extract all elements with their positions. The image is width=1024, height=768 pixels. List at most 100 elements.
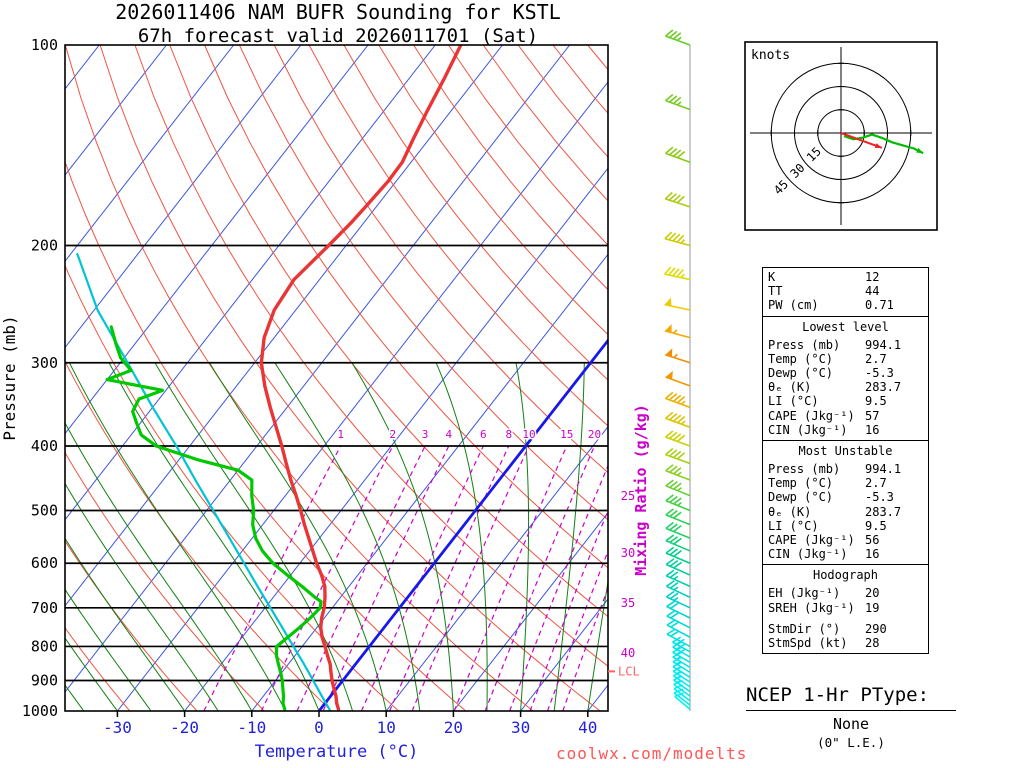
temperature-tick-label: 0 — [314, 718, 324, 737]
mixing-ratio-label: 30 — [621, 546, 635, 560]
stat-value: -5.3 — [865, 490, 894, 505]
parcel-trace-line — [76, 252, 332, 711]
mixing-ratio-label: 10 — [522, 428, 535, 441]
wind-barb — [666, 600, 691, 619]
lcl-label: LCL — [618, 664, 640, 678]
chart-title-line2: 67h forecast valid 2026011701 (Sat) — [137, 25, 539, 47]
stat-value: 2.7 — [865, 476, 887, 491]
stat-label: Dewp (°C) — [768, 366, 834, 381]
temperature-axis-label: Temperature (°C) — [254, 742, 419, 762]
stat-label: StmDir (°) — [768, 621, 841, 636]
stat-value: 57 — [865, 408, 880, 423]
temperature-tick-label: 10 — [377, 718, 396, 737]
stats-row: θₑ (K) 283.7 — [768, 380, 923, 394]
stat-label: StmSpd (kt) — [768, 636, 848, 651]
wind-barb — [666, 628, 691, 648]
mixing-ratio-label: 20 — [588, 428, 601, 441]
mixing-ratio-label: 6 — [480, 428, 487, 441]
stats-section-header: Hodograph — [812, 568, 879, 583]
pressure-axis-label: Pressure (mb) — [0, 315, 19, 440]
wind-barb — [663, 266, 691, 281]
watermark: coolwx.com/modelts — [556, 744, 748, 763]
temperature-tick-label: -20 — [170, 718, 199, 737]
stats-row: StmDir (°) 290 — [768, 622, 923, 636]
stats-row: SREH (Jkg⁻¹) 19 — [768, 601, 923, 615]
plot-area — [65, 45, 608, 711]
stats-row — [768, 615, 923, 622]
pressure-tick-label: 1000 — [22, 702, 58, 720]
mixing-ratio-label: 35 — [621, 596, 635, 610]
hodograph-units-label: knots — [751, 48, 790, 63]
stats-row: Temp (°C) 2.7 — [768, 352, 923, 366]
stats-row: CAPE (Jkg⁻¹) 56 — [768, 533, 923, 547]
stats-row: TT 44 — [768, 284, 923, 298]
stat-label: TT — [768, 284, 783, 299]
stats-section: Hodograph EH (Jkg⁻¹) 20 SREH (Jkg⁻¹) 19 StmDi… — [763, 564, 928, 653]
stats-row: PW (cm) 0.71 — [768, 298, 923, 312]
stats-row: Temp (°C) 2.7 — [768, 476, 923, 490]
stat-value: 9.5 — [865, 394, 887, 409]
stats-row: LI (°C) 9.5 — [768, 394, 923, 408]
stat-label: θₑ (K) — [768, 504, 812, 519]
stats-row: Dewp (°C) -5.3 — [768, 490, 923, 504]
wind-barb — [665, 558, 691, 576]
stat-value: 12 — [865, 270, 880, 284]
lcl-marker: LCL — [608, 664, 640, 678]
temperature-tick-label: -10 — [237, 718, 266, 737]
mixing-ratio-label: 3 — [422, 428, 429, 441]
temperature-tick-label: 30 — [511, 718, 530, 737]
temperature-tick-label: -30 — [103, 718, 132, 737]
stat-value: 16 — [865, 422, 880, 437]
stat-label: K — [768, 270, 776, 284]
pressure-tick-label: 500 — [31, 502, 58, 520]
stats-row: θₑ (K) 283.7 — [768, 505, 923, 519]
wind-barbs — [663, 29, 691, 711]
wind-barb — [664, 231, 691, 247]
mixing-ratio-label: 8 — [505, 428, 512, 441]
stats-section-header: Lowest level — [802, 319, 889, 334]
wind-barb — [664, 297, 691, 311]
wind-barb — [665, 29, 691, 46]
stat-label: Dewp (°C) — [768, 490, 834, 505]
mixing-ratio-label: 2 — [390, 428, 397, 441]
wind-barb — [665, 479, 691, 497]
stat-label: CAPE (Jkg⁻¹) — [768, 533, 855, 548]
pressure-tick-label: 700 — [31, 599, 58, 617]
wind-barb — [664, 191, 691, 208]
wind-barb — [665, 521, 691, 539]
stat-label: LI (°C) — [768, 394, 819, 409]
stat-value: -5.3 — [865, 366, 894, 381]
wind-barb — [664, 324, 691, 339]
ptype-title: NCEP 1-Hr PType: — [746, 684, 956, 711]
stat-value: 44 — [865, 284, 880, 299]
stat-value: 28 — [865, 636, 880, 651]
stat-value: 994.1 — [865, 462, 902, 477]
stats-row: CAPE (Jkg⁻¹) 57 — [768, 409, 923, 423]
wind-barb — [665, 93, 691, 111]
wind-barb — [674, 692, 691, 710]
temperature-tick-labels: -30 -20 -10 0 10 20 30 40 — [103, 711, 597, 737]
stat-value: 0.71 — [865, 298, 894, 313]
chart-title: 2026011406 NAM BUFR Sounding for KSTL 67… — [0, 0, 676, 47]
temperature-curve — [259, 45, 463, 711]
mixing-ratio-label: 4 — [445, 428, 452, 441]
wind-barb — [665, 508, 691, 526]
stat-label: Temp (°C) — [768, 476, 834, 491]
stat-label: SREH (Jkg⁻¹) — [768, 600, 855, 615]
stat-value: 20 — [865, 586, 880, 601]
stat-value: 283.7 — [865, 504, 902, 519]
stat-label: CAPE (Jkg⁻¹) — [768, 408, 855, 423]
wind-barb — [665, 447, 691, 465]
dewpoint-curve — [105, 325, 323, 711]
stats-row: StmSpd (kt) 28 — [768, 636, 923, 650]
stats-row: K 12 — [768, 270, 923, 284]
wind-barb — [666, 610, 691, 629]
wind-barb — [665, 391, 691, 409]
mixing-ratio-axis-label: Mixing Ratio (g/kg) — [632, 404, 650, 576]
wind-barb — [673, 684, 691, 702]
stat-label: Press (mb) — [768, 337, 841, 352]
mixing-ratio-label: 15 — [560, 428, 573, 441]
mixing-ratio-label: 1 — [337, 428, 344, 441]
stats-row: Press (mb) 994.1 — [768, 338, 923, 352]
